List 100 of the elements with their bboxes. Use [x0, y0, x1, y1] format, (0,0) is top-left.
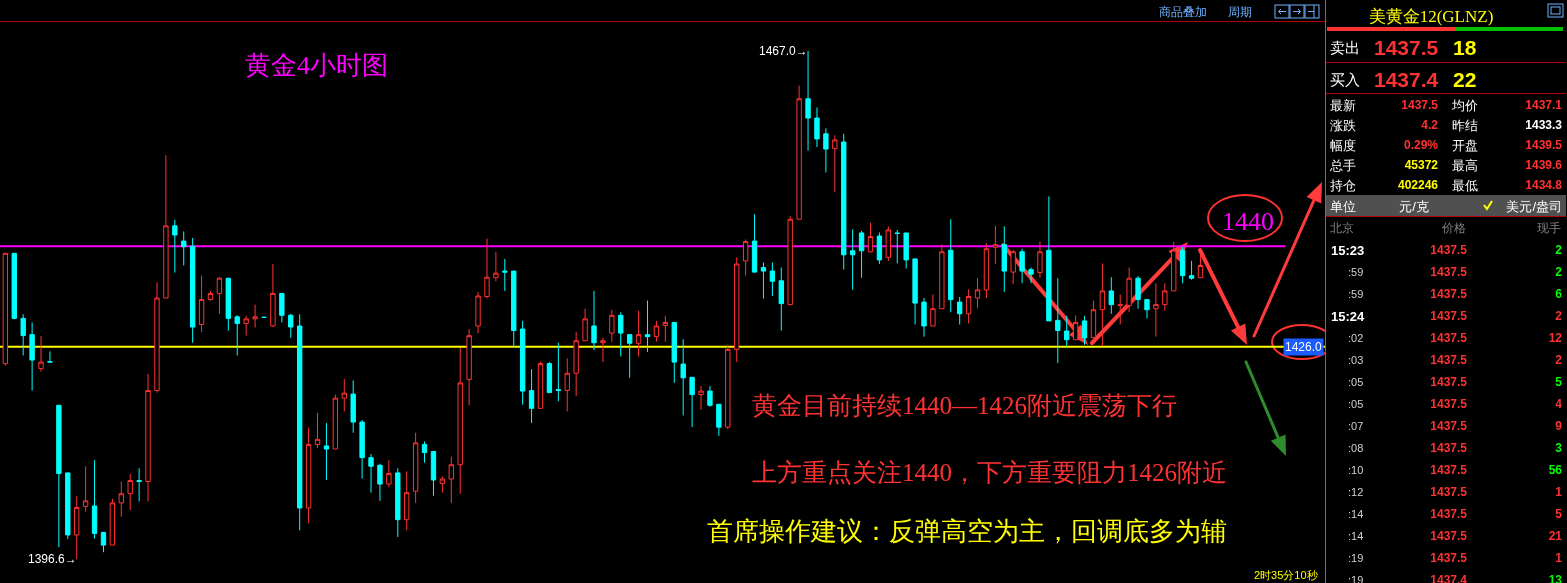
text: 21	[1548, 529, 1562, 543]
text: 总手	[1330, 157, 1356, 173]
candlestick	[466, 328, 472, 406]
candlestick	[475, 291, 481, 334]
candlestick	[876, 231, 883, 265]
candlestick	[1090, 300, 1097, 339]
text: 均价	[1452, 97, 1478, 113]
candlestick	[1108, 276, 1114, 315]
candlestick	[181, 230, 187, 266]
candlestick	[841, 133, 847, 271]
text: 18	[1453, 35, 1477, 59]
candlestick	[618, 311, 624, 357]
candlestick	[1019, 248, 1025, 284]
candlestick	[305, 427, 312, 524]
candlestick	[974, 277, 981, 309]
text: 1439.5	[1525, 138, 1562, 152]
text: 1437.5	[1430, 243, 1467, 257]
candlestick	[849, 228, 856, 291]
candlestick	[109, 498, 116, 546]
text: 45372	[1404, 158, 1438, 172]
candlestick	[912, 258, 918, 325]
text: :12	[1348, 485, 1364, 498]
candlestick	[91, 459, 98, 539]
text: 开盘	[1452, 137, 1478, 153]
text: 2	[1555, 265, 1562, 279]
text: 1437.5	[1430, 419, 1467, 433]
candlestick	[546, 361, 553, 394]
candlestick	[707, 385, 713, 408]
candlestick	[136, 467, 142, 502]
candlestick	[404, 470, 410, 531]
candlestick	[20, 313, 26, 356]
candlestick	[359, 419, 365, 479]
text: :59	[1348, 287, 1364, 300]
candlestick	[555, 342, 562, 402]
text: :10	[1348, 463, 1364, 476]
candlestick	[1099, 262, 1106, 347]
text: 1437.5	[1374, 35, 1439, 59]
candlestick	[573, 331, 579, 397]
text: 北京	[1330, 221, 1354, 235]
text: 最高	[1452, 157, 1478, 173]
candlestick	[805, 50, 811, 152]
text: 1437.5	[1430, 265, 1467, 279]
annotation: 1396.6→	[28, 552, 77, 566]
candlestick	[537, 361, 544, 409]
candlestick	[1153, 282, 1159, 338]
candlestick	[412, 432, 419, 504]
candlestick	[600, 337, 606, 363]
candlestick	[716, 403, 722, 437]
candlestick	[288, 313, 294, 339]
text: 1437.5	[1430, 287, 1467, 301]
text: 美黄金12(GLNZ)	[1368, 6, 1494, 26]
candlestick	[635, 310, 642, 357]
candlestick	[314, 412, 321, 449]
candlestick	[814, 106, 820, 148]
candlestick	[350, 379, 356, 434]
candlestick	[725, 344, 731, 430]
candlestick	[787, 215, 793, 306]
candlestick	[1144, 299, 1150, 319]
candlestick	[430, 451, 437, 497]
text: 1437.5	[1430, 331, 1467, 345]
annotation: 首席操作建议：反弹高空为主，回调底多为辅	[707, 517, 1227, 546]
candlestick	[1179, 246, 1186, 284]
candlestick	[332, 394, 339, 450]
text: 美元/盎司	[1506, 198, 1562, 214]
candlestick	[243, 315, 249, 337]
candlestick	[172, 219, 178, 274]
text: 1437.5	[1430, 507, 1467, 521]
text: 15:24	[1331, 308, 1365, 324]
text: :59	[1348, 265, 1364, 278]
candlestick	[1117, 293, 1123, 325]
text: 2	[1555, 353, 1562, 367]
candlestick	[1046, 195, 1052, 322]
candlestick	[127, 473, 133, 511]
candlestick	[1028, 267, 1034, 284]
candlestick	[662, 315, 669, 343]
text: 4.2	[1421, 118, 1438, 132]
text: 1	[1555, 551, 1562, 565]
candlestick	[163, 154, 169, 299]
candlestick	[56, 404, 62, 548]
text: 1437.1	[1525, 98, 1562, 112]
candlestick	[270, 263, 276, 328]
candlestick	[198, 275, 205, 333]
text: 1437.4	[1374, 67, 1439, 91]
text: 昨结	[1452, 117, 1478, 133]
candlestick	[118, 481, 124, 518]
candlestick	[65, 472, 71, 540]
text: 涨跌	[1330, 117, 1356, 133]
text: 2	[1555, 309, 1562, 323]
candlestick	[1064, 315, 1070, 347]
candlestick	[939, 244, 945, 310]
text: 3	[1555, 441, 1562, 455]
text: 15:23	[1331, 242, 1365, 258]
candlestick	[502, 258, 508, 292]
candlestick	[1055, 277, 1061, 364]
candlestick	[885, 225, 892, 262]
text: 1434.8	[1525, 178, 1562, 192]
text: 1433.3	[1525, 118, 1562, 132]
text: :03	[1348, 353, 1364, 366]
candlestick	[698, 385, 704, 411]
text: 22	[1453, 67, 1477, 91]
